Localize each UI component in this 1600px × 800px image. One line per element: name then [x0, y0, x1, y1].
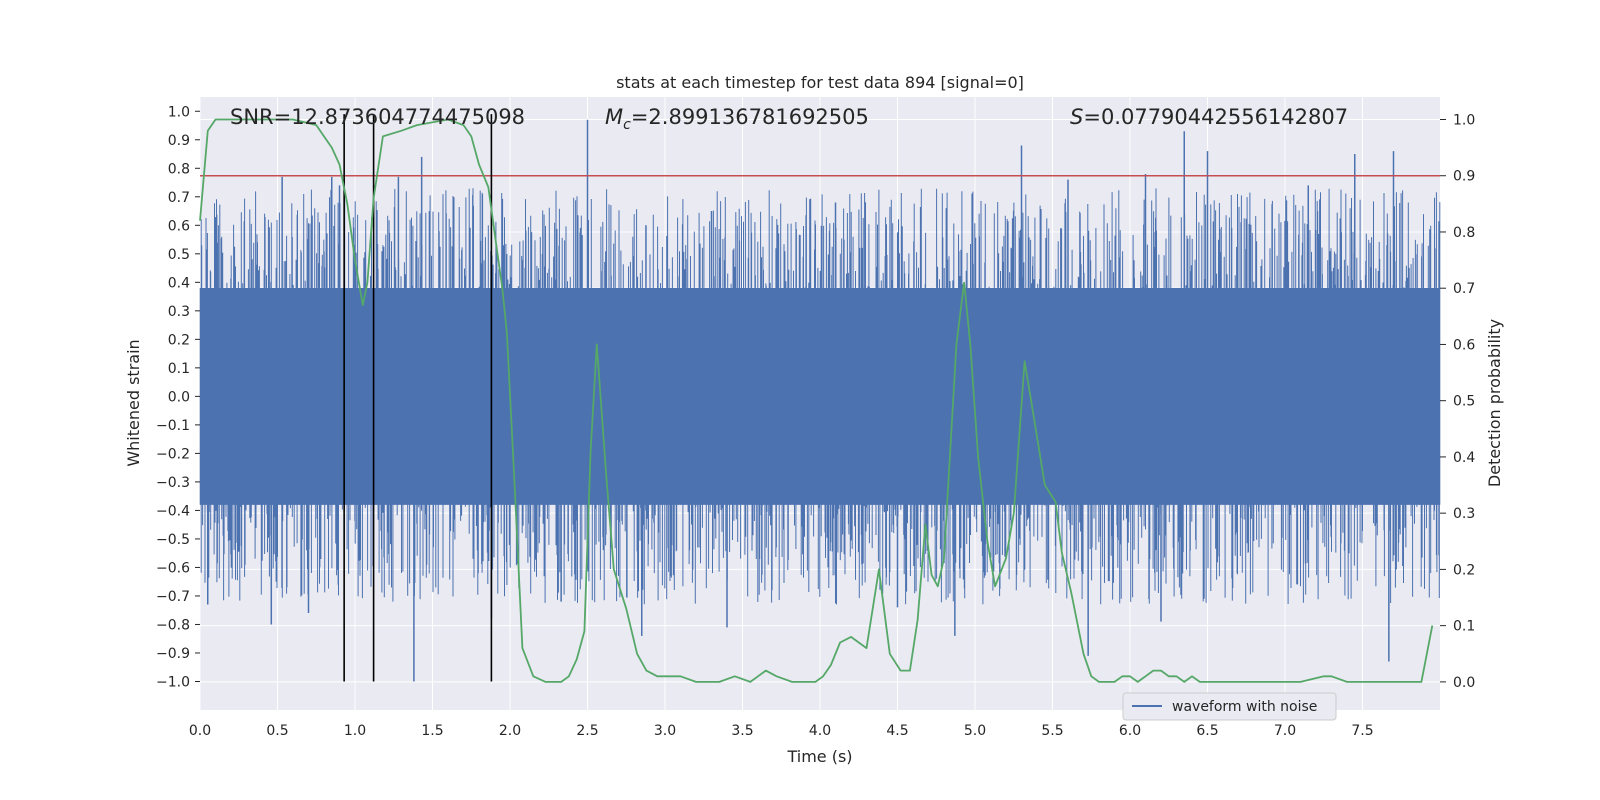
- x-tick-label: 1.0: [344, 723, 366, 739]
- x-tick-label: 1.5: [421, 723, 443, 739]
- legend: waveform with noise: [1122, 692, 1337, 721]
- x-tick-label: 6.0: [1119, 723, 1141, 739]
- y2-axis-ticks: 1.0 0.9 0.8 0.7 0.6 0.5 0.4 0.3 0.2 0.1 0.0: [1440, 112, 1475, 691]
- y2-tick-label: 0.2: [1453, 562, 1475, 578]
- x-tick-label: 3.0: [654, 723, 676, 739]
- y-axis-title: Whitened strain: [124, 339, 143, 466]
- y2-tick-label: 0.8: [1453, 225, 1475, 241]
- y-tick-label: 0.2: [168, 332, 190, 348]
- detection-probability-line: [199, 118, 1434, 683]
- y-tick-label: 0.7: [168, 190, 190, 206]
- y-tick-label: −0.4: [156, 503, 190, 519]
- y2-tick-label: 1.0: [1453, 112, 1475, 128]
- x-tick-label: 0.5: [266, 723, 288, 739]
- chirp-mass-annotation: Mc=2.899136781692505: [605, 105, 869, 133]
- x-tick-label: 0.0: [189, 723, 211, 739]
- y2-tick-label: 0.6: [1453, 337, 1475, 353]
- y2-axis-title: Detection probability: [1485, 319, 1504, 487]
- y-tick-label: −0.7: [156, 589, 190, 605]
- y-tick-label: 0.1: [168, 361, 190, 377]
- y-tick-label: −0.2: [156, 446, 190, 462]
- y-tick-label: 0.3: [168, 304, 190, 320]
- x-tick-label: 3.5: [731, 723, 753, 739]
- y-tick-label: 0.4: [168, 275, 190, 291]
- y-tick-label: −0.3: [156, 475, 190, 491]
- waveform-series: [199, 119, 1441, 682]
- y-tick-label: −0.6: [156, 560, 190, 576]
- y-tick-label: 0.0: [168, 389, 190, 405]
- y-tick-label: −0.8: [156, 617, 190, 633]
- y-tick-label: 0.9: [168, 133, 190, 149]
- y2-tick-label: 0.4: [1453, 450, 1475, 466]
- y2-tick-label: 0.7: [1453, 281, 1475, 297]
- x-tick-label: 4.0: [809, 723, 831, 739]
- x-tick-label: 2.5: [576, 723, 598, 739]
- y-tick-label: −0.9: [156, 646, 190, 662]
- x-tick-label: 5.5: [1041, 723, 1063, 739]
- waveform-trace: [199, 188, 1441, 605]
- x-axis-title: Time (s): [786, 747, 852, 766]
- y-tick-label: 0.6: [168, 218, 190, 234]
- y-axis-ticks: 1.0 0.9 0.8 0.7 0.6 0.5 0.4 0.3 0.2 0.1 0.0 −0.1 −0.…: [156, 104, 200, 690]
- legend-label-waveform: waveform with noise: [1172, 699, 1317, 715]
- y2-tick-label: 0.1: [1453, 619, 1475, 635]
- y2-tick-label: 0.9: [1453, 169, 1475, 185]
- legend-box: [1122, 692, 1337, 721]
- y2-tick-label: 0.3: [1453, 506, 1475, 522]
- y-tick-label: −1.0: [156, 674, 190, 690]
- s-annotation: S=0.07790442556142807: [1070, 105, 1348, 129]
- x-tick-label: 7.5: [1351, 723, 1373, 739]
- y-tick-label: 1.0: [168, 104, 190, 120]
- chart-title: stats at each timestep for test data 894…: [616, 73, 1024, 92]
- x-tick-label: 2.0: [499, 723, 521, 739]
- x-tick-label: 4.5: [886, 723, 908, 739]
- y2-tick-label: 0.5: [1453, 394, 1475, 410]
- snr-annotation: SNR=12.873604774475098: [230, 105, 525, 129]
- y-tick-label: 0.8: [168, 161, 190, 177]
- x-tick-label: 7.0: [1274, 723, 1296, 739]
- y-tick-label: 0.5: [168, 247, 190, 263]
- y-tick-label: −0.5: [156, 532, 190, 548]
- x-axis-ticks: 0.0 0.5 1.0 1.5 2.0 2.5 3.0 3.5 4.0 4.5 5.0 5.5 6.0 6…: [189, 723, 1374, 739]
- y-tick-label: −0.1: [156, 418, 190, 434]
- x-tick-label: 6.5: [1196, 723, 1218, 739]
- x-tick-label: 5.0: [964, 723, 986, 739]
- y2-tick-label: 0.0: [1453, 675, 1475, 691]
